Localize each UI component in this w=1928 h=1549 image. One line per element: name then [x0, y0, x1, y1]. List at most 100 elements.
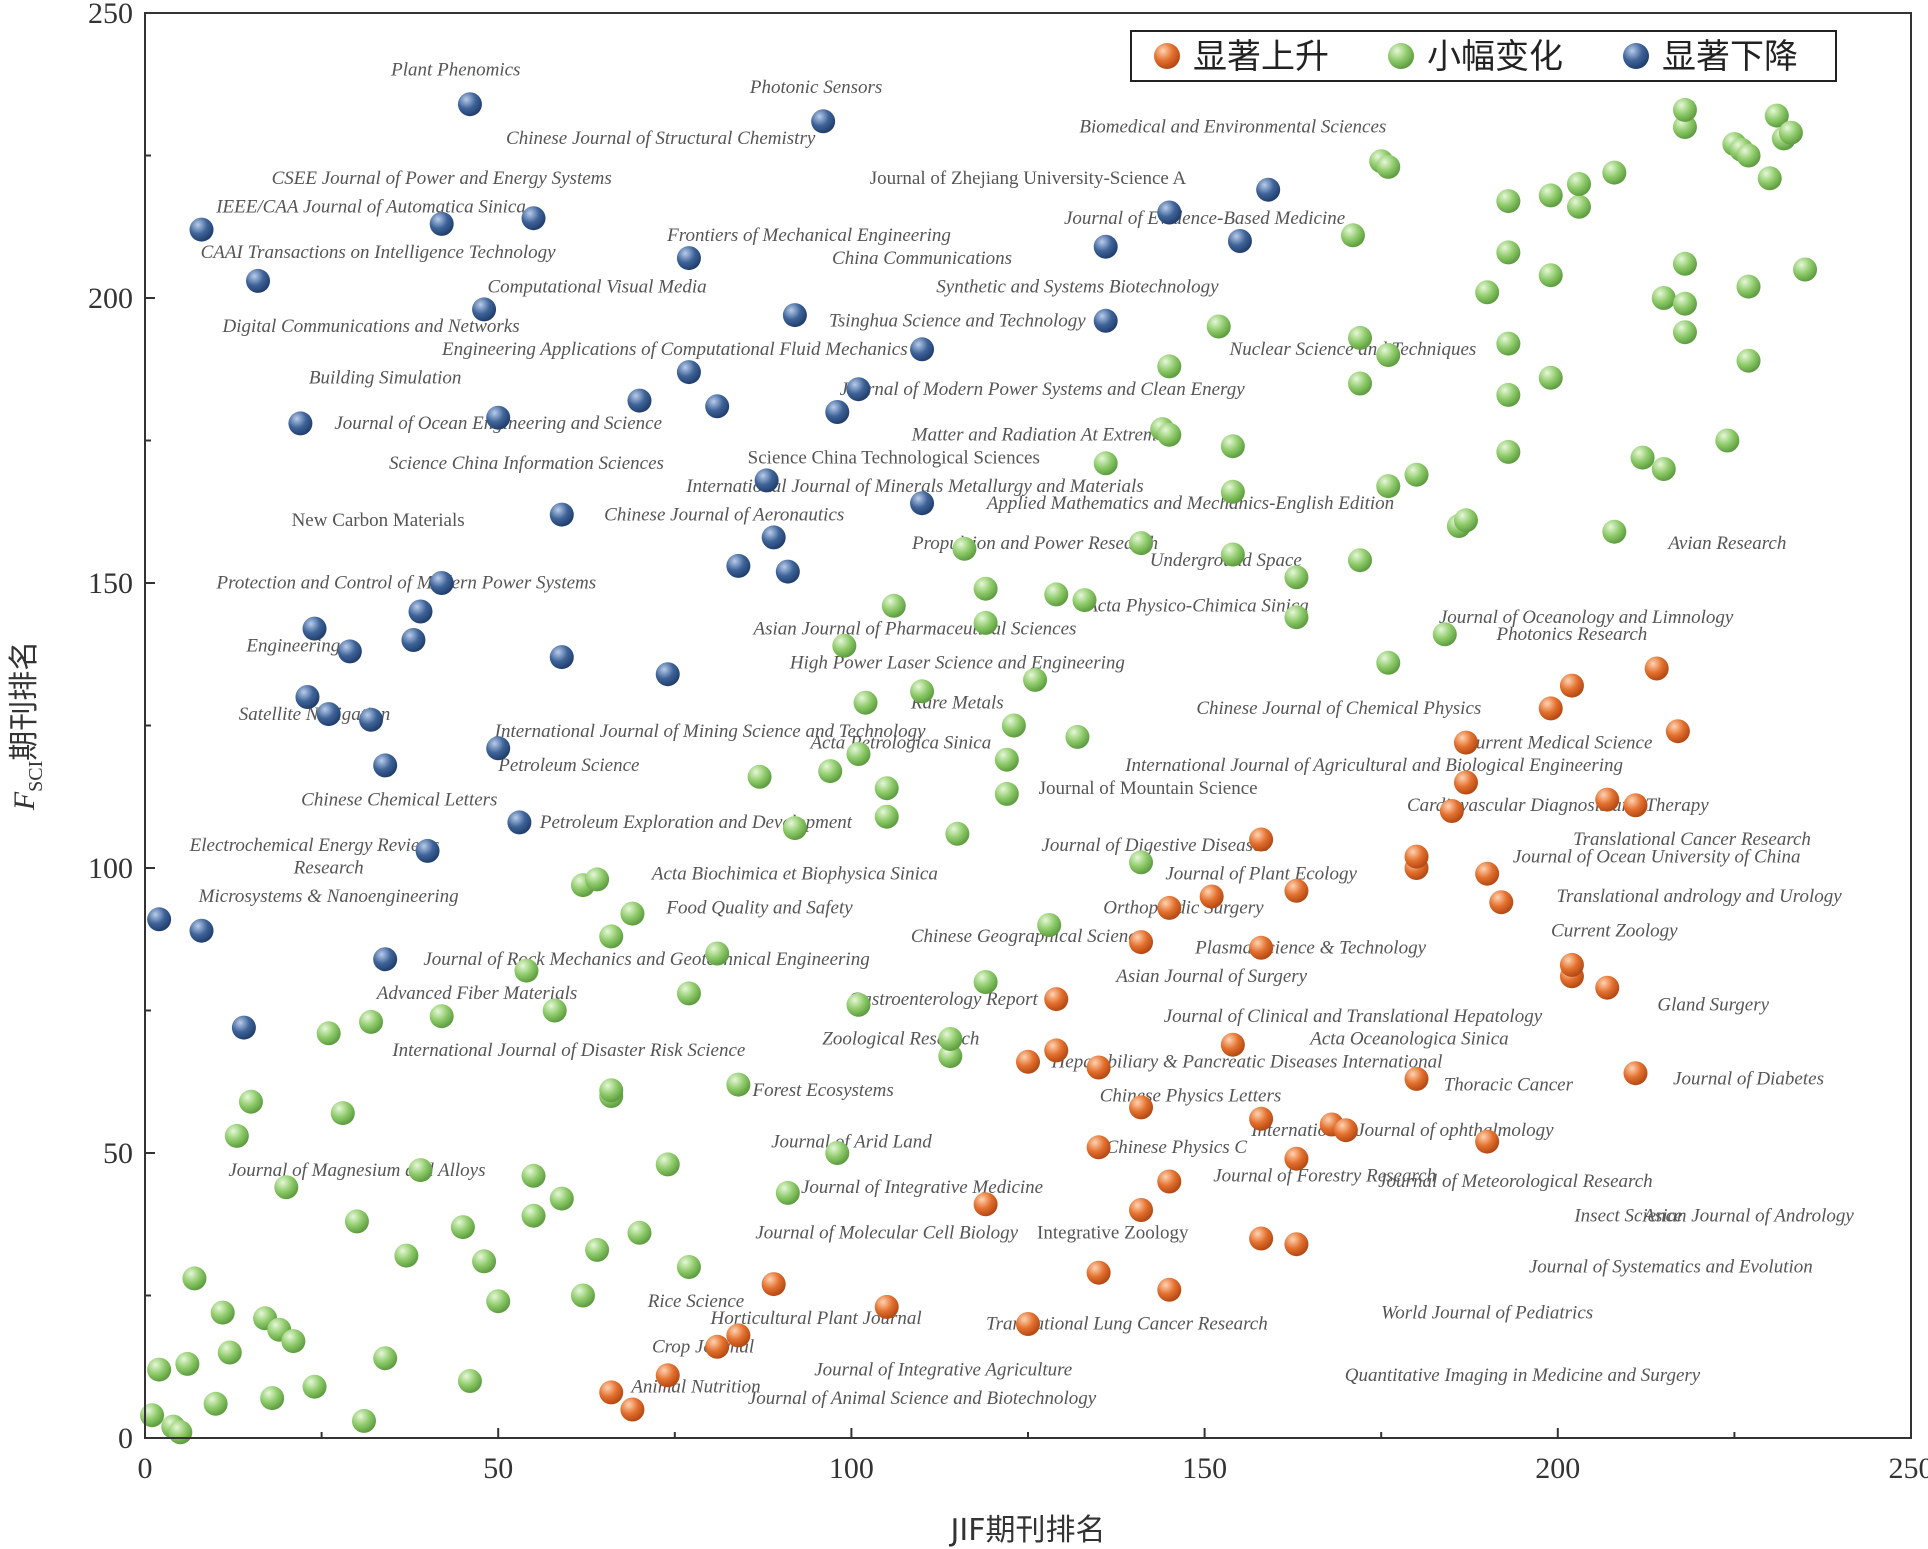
point-mid-33: [542, 998, 567, 1023]
point-mid-22: [373, 1346, 398, 1371]
point-mid-122: [1672, 97, 1697, 122]
point-mid-99: [1432, 622, 1457, 647]
point-mid-129: [1757, 166, 1782, 191]
x-tick-label: 50: [483, 1452, 513, 1485]
journal-label-chinese-geographical-science: Chinese Geographical Science: [911, 926, 1145, 947]
point-mid-111: [1566, 194, 1591, 219]
point-up-23: [1249, 1226, 1274, 1251]
point-mid-75: [1065, 724, 1090, 749]
point-mid-27: [457, 1369, 482, 1393]
x-tick-label: 100: [829, 1452, 874, 1485]
point-down-1: [189, 918, 214, 943]
point-up-47: [1623, 1061, 1648, 1086]
point-mid-91: [1348, 371, 1373, 396]
point-mid-101: [1453, 508, 1478, 533]
point-mid-117: [1651, 286, 1676, 310]
journal-label-journal-of-integrative-medicine: Journal of Integrative Medicine: [801, 1177, 1043, 1198]
point-mid-63: [938, 1027, 963, 1051]
journal-label-photonic-sensors: Photonic Sensors: [749, 77, 882, 98]
point-mid-85: [1220, 434, 1245, 459]
point-mid-46: [676, 981, 701, 1006]
point-up-6: [874, 1294, 899, 1319]
point-mid-94: [1376, 154, 1401, 179]
point-up-39: [1475, 861, 1500, 886]
point-up-7: [973, 1192, 998, 1217]
point-up-35: [1439, 799, 1464, 823]
point-down-7: [302, 616, 327, 641]
y-axis-title-rest: 期刊排名: [7, 641, 42, 761]
point-mid-64: [945, 821, 970, 846]
point-up-18: [1157, 1277, 1182, 1302]
point-up-43: [1559, 952, 1584, 977]
point-mid-89: [1340, 223, 1365, 248]
legend-box: [1130, 30, 1837, 82]
journal-label-frontiers-of-mechanical-engineering: Frontiers of Mechanical Engineering: [666, 225, 951, 246]
point-down-29: [676, 246, 701, 271]
legend-marker-up: [1154, 43, 1180, 69]
journal-label-journal-of-meteorological-research: Journal of Meteorological Research: [1378, 1171, 1653, 1192]
point-down-12: [373, 753, 398, 778]
point-down-18: [457, 92, 482, 117]
journal-label-chinese-journal-of-chemical-physics: Chinese Journal of Chemical Physics: [1196, 698, 1481, 719]
point-mid-130: [1764, 103, 1789, 128]
point-down-43: [1157, 200, 1182, 225]
point-mid-24: [408, 1158, 433, 1183]
point-down-4: [246, 268, 271, 293]
point-mid-47: [705, 941, 730, 966]
point-mid-115: [1630, 445, 1655, 470]
point-mid-121: [1672, 115, 1697, 139]
journal-label-chinese-physics-c: Chinese Physics C: [1106, 1137, 1248, 1158]
point-mid-67: [973, 610, 998, 635]
journal-label-international-journal-of-minerals-metallurgy-and-materials: International Journal of Minerals Metall…: [685, 476, 1143, 497]
journal-label-satellite-navigation: Satellite Navigation: [239, 704, 390, 725]
point-mid-0: [140, 1403, 165, 1428]
point-down-8: [316, 702, 341, 727]
journal-label-chinese-physics-letters: Chinese Physics Letters: [1100, 1086, 1282, 1107]
journal-label-international-journal-of-ophthalmology: International Journal of ophthalmology: [1250, 1120, 1554, 1141]
point-down-15: [415, 838, 440, 863]
point-up-5: [761, 1272, 786, 1297]
journal-label-journal-of-arid-land: Journal of Arid Land: [771, 1131, 932, 1152]
point-up-34: [1404, 844, 1429, 869]
point-mid-71: [1001, 713, 1026, 738]
point-down-10: [359, 707, 384, 732]
journal-label-caai-transactions-on-intelligence-technology: CAAI Transactions on Intelligence Techno…: [201, 242, 557, 263]
point-up-32: [1404, 1066, 1429, 1091]
point-down-17: [429, 211, 454, 236]
point-down-20: [486, 736, 511, 761]
point-up-26: [1249, 827, 1274, 852]
point-mid-41: [599, 924, 624, 949]
point-mid-61: [910, 679, 935, 704]
point-mid-21: [359, 1009, 384, 1034]
point-up-20: [1157, 895, 1182, 920]
point-mid-37: [585, 1237, 610, 1262]
journal-label-journal-of-integrative-agriculture: Journal of Integrative Agriculture: [814, 1359, 1072, 1380]
point-up-28: [1284, 1146, 1309, 1171]
point-up-17: [1129, 930, 1154, 955]
point-mid-98: [1404, 462, 1429, 487]
point-mid-10: [238, 1089, 263, 1114]
point-up-0: [599, 1380, 624, 1405]
journal-label-protection-and-control-of-modern-power-systems: Protection and Control of Modern Power S…: [216, 573, 597, 594]
point-down-21: [486, 405, 511, 430]
point-mid-105: [1496, 331, 1521, 356]
point-mid-68: [973, 576, 998, 601]
point-mid-73: [1037, 913, 1062, 937]
point-mid-120: [1672, 251, 1697, 276]
journal-label-photonics-research: Photonics Research: [1496, 624, 1648, 645]
point-mid-92: [1348, 325, 1373, 350]
point-up-22: [1220, 1032, 1245, 1057]
point-mid-5: [182, 1266, 207, 1291]
journal-label-plasma-science-technology: Plasma Science & Technology: [1194, 938, 1427, 959]
point-down-5: [288, 411, 313, 436]
point-down-41: [1093, 234, 1118, 259]
point-mid-69: [994, 781, 1019, 806]
point-mid-3: [168, 1420, 193, 1445]
point-mid-9: [224, 1123, 249, 1148]
point-down-23: [521, 206, 546, 231]
point-mid-51: [782, 816, 807, 841]
point-mid-90: [1348, 548, 1373, 573]
point-mid-58: [874, 804, 899, 829]
point-mid-59: [874, 776, 899, 801]
journal-label-journal-of-mountain-science: Journal of Mountain Science: [1039, 778, 1258, 799]
